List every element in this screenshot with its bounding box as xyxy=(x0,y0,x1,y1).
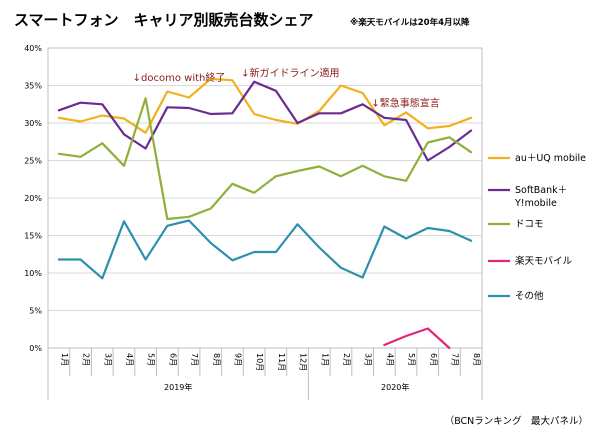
legend-label-line: ドコモ xyxy=(515,219,544,230)
x-tick-label: 12月 xyxy=(299,353,308,371)
y-tick-label: 20% xyxy=(24,194,42,203)
chart-annotation: ↓緊急事態宣言 xyxy=(371,97,439,110)
x-tick-label: 8月 xyxy=(472,353,481,366)
series-line xyxy=(383,327,451,350)
chart-note: ※楽天モバイルは20年4月以降 xyxy=(350,17,470,28)
x-tick-label: 1月 xyxy=(320,353,329,366)
x-tick-label: 5月 xyxy=(147,353,156,366)
x-tick-label: 1月 xyxy=(60,353,69,366)
x-tick-label: 11月 xyxy=(277,353,286,371)
y-tick-label: 35% xyxy=(24,82,42,91)
x-tick-label: 3月 xyxy=(364,353,373,366)
x-tick-label: 2月 xyxy=(342,353,351,366)
x-tick-label: 8月 xyxy=(212,353,221,366)
legend-label: 楽天モバイル xyxy=(515,255,573,267)
x-tick-label: 10月 xyxy=(255,353,264,371)
y-tick-label: 30% xyxy=(24,119,42,128)
y-tick-label: 0% xyxy=(29,344,42,353)
y-tick-label: 15% xyxy=(24,232,42,241)
year-label: 2020年 xyxy=(381,382,409,392)
series-lines xyxy=(57,77,473,350)
y-tick-label: 5% xyxy=(29,307,42,316)
series-line xyxy=(57,219,473,280)
axes: 0% 5% 10% 15% 20% 25% 30% 35% 40% 1月 2月 3月 4月 5月 6月 7月 8… xyxy=(24,44,483,400)
x-tick-label: 7月 xyxy=(190,353,199,366)
series-line xyxy=(57,77,473,134)
y-tick-label: 10% xyxy=(24,269,42,278)
x-tick-label: 3月 xyxy=(103,353,112,366)
legend-label-line: au＋UQ mobile xyxy=(515,153,586,164)
chart-annotation: ↓新ガイドライン適用 xyxy=(241,67,339,80)
x-tick-label: 4月 xyxy=(385,353,394,366)
legend-label: SoftBank＋ Y!mobile xyxy=(514,185,567,209)
x-tick-label: 9月 xyxy=(233,353,242,366)
series-line xyxy=(57,97,473,221)
y-tick-label: 25% xyxy=(24,157,42,166)
legend-label-line: 楽天モバイル xyxy=(515,255,573,267)
year-label: 2019年 xyxy=(164,382,192,392)
legend-label: au＋UQ mobile xyxy=(515,153,586,164)
legend: au＋UQ mobile SoftBank＋ Y!mobile ドコモ楽天モバイルその… xyxy=(488,153,586,302)
x-tick-label: 7月 xyxy=(450,353,459,366)
source-note: （BCNランキング 最大パネル） xyxy=(445,415,588,427)
legend-label: その他 xyxy=(515,290,544,302)
legend-label-line: その他 xyxy=(515,290,544,302)
grid xyxy=(47,47,483,349)
annotations: ↓docomo with終了 ↓新ガイドライン適用 ↓緊急事態宣言 xyxy=(133,67,440,110)
legend-label-line: SoftBank＋ xyxy=(515,185,567,196)
chart-annotation: ↓docomo with終了 xyxy=(133,71,226,84)
chart-title: スマートフォン キャリア別販売台数シェア xyxy=(14,11,314,29)
x-tick-label: 2月 xyxy=(82,353,91,366)
legend-label: ドコモ xyxy=(515,219,544,230)
x-tick-label: 6月 xyxy=(429,353,438,366)
x-tick-label: 6月 xyxy=(168,353,177,366)
y-tick-label: 40% xyxy=(24,44,42,53)
x-tick-label: 4月 xyxy=(125,353,134,366)
legend-label-line: Y!mobile xyxy=(514,198,557,209)
series-line xyxy=(57,80,473,162)
x-tick-label: 5月 xyxy=(407,353,416,366)
